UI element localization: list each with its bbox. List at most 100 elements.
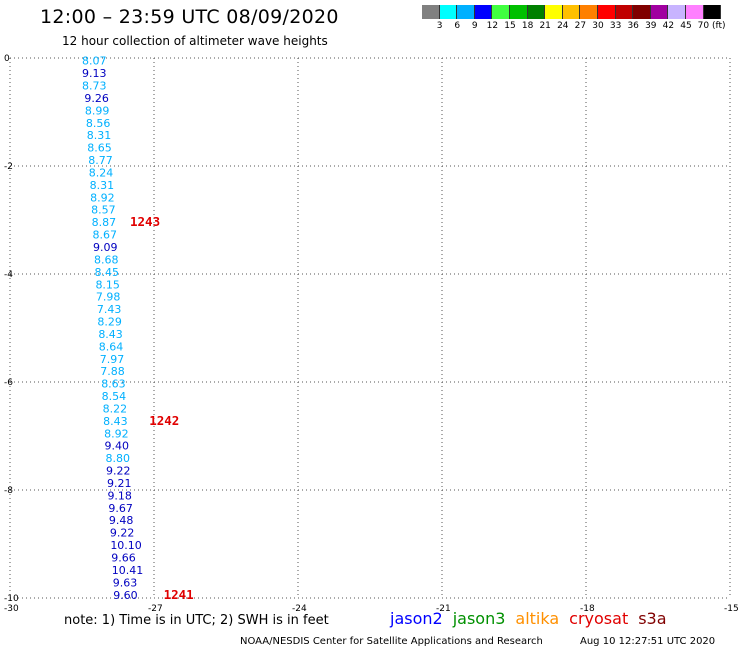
data-point: 8.07 bbox=[82, 55, 107, 68]
legend-swatch bbox=[703, 5, 722, 19]
legend-label: 12 bbox=[486, 21, 499, 31]
legend-label: 3 bbox=[436, 21, 443, 31]
legend-swatch bbox=[457, 5, 475, 19]
satellite-jason3: jason3 bbox=[452, 609, 506, 628]
legend-label: 27 bbox=[574, 21, 587, 31]
y-tick-label: -8 bbox=[4, 486, 13, 496]
data-point: 10.41 bbox=[112, 564, 144, 577]
data-point: 8.54 bbox=[102, 390, 127, 403]
satellite-cryosat: cryosat bbox=[569, 609, 629, 628]
legend-swatch bbox=[685, 5, 704, 19]
legend-swatch bbox=[597, 5, 616, 19]
data-point: 7.43 bbox=[97, 303, 122, 316]
x-tick-label: -21 bbox=[436, 604, 451, 614]
legend-swatch bbox=[668, 5, 686, 19]
y-tick-label: -4 bbox=[4, 270, 13, 280]
legend-label: 9 bbox=[471, 21, 478, 31]
data-point: 9.09 bbox=[93, 241, 118, 254]
data-point: 9.22 bbox=[110, 527, 135, 540]
data-point: 8.56 bbox=[86, 117, 111, 130]
data-point: 8.73 bbox=[82, 80, 107, 93]
data-point: 9.48 bbox=[109, 514, 134, 527]
y-tick-label: -10 bbox=[4, 594, 19, 604]
data-point: 8.67 bbox=[93, 229, 118, 242]
satellite-legend: jason2 jason3 altika cryosat s3a bbox=[390, 609, 677, 628]
x-tick-label: -30 bbox=[4, 604, 19, 614]
data-point: 9.18 bbox=[107, 489, 132, 502]
credit-text: NOAA/NESDIS Center for Satellite Applica… bbox=[240, 636, 543, 647]
data-point: 9.22 bbox=[106, 465, 131, 478]
legend-swatch bbox=[509, 5, 528, 19]
satellite-s3a: s3a bbox=[638, 609, 667, 628]
data-point: 8.92 bbox=[90, 191, 115, 204]
data-point: 8.24 bbox=[89, 166, 114, 179]
data-point: 7.88 bbox=[100, 365, 125, 378]
legend-swatch bbox=[439, 5, 458, 19]
x-tick-label: -18 bbox=[580, 604, 595, 614]
y-tick-label: -6 bbox=[4, 378, 13, 388]
y-tick-label: -2 bbox=[4, 162, 13, 172]
legend-swatch bbox=[580, 5, 598, 19]
data-point: 8.31 bbox=[87, 129, 112, 142]
data-point: 8.31 bbox=[90, 179, 115, 192]
data-point: 9.13 bbox=[82, 67, 107, 80]
legend-label: 42 bbox=[662, 21, 675, 31]
data-point: 9.67 bbox=[108, 502, 132, 515]
data-point: 8.29 bbox=[97, 316, 122, 329]
satellite-altika: altika bbox=[515, 609, 560, 628]
data-point: 9.66 bbox=[111, 552, 136, 565]
generation-timestamp: Aug 10 12:27:51 UTC 2020 bbox=[580, 636, 716, 647]
data-point: 9.21 bbox=[107, 477, 131, 490]
data-point: 8.92 bbox=[104, 427, 129, 440]
legend-label: 24 bbox=[557, 21, 569, 31]
data-point: 9.60 bbox=[113, 589, 138, 602]
legend-swatch bbox=[650, 5, 669, 19]
satellite-jason2: jason2 bbox=[390, 609, 443, 628]
legend-swatch bbox=[422, 5, 440, 19]
data-point: 8.64 bbox=[99, 340, 124, 353]
legend-swatch bbox=[527, 5, 546, 19]
pass-annotation: 1243 bbox=[130, 214, 160, 229]
legend-label: 33 bbox=[609, 21, 622, 31]
pass-annotation: 1242 bbox=[149, 413, 179, 428]
data-point: 8.43 bbox=[98, 328, 123, 341]
legend-swatch bbox=[615, 5, 634, 19]
data-point: 8.43 bbox=[103, 415, 128, 428]
data-point: 7.97 bbox=[100, 353, 125, 366]
legend-label: 45 bbox=[680, 21, 692, 31]
data-point: 8.87 bbox=[92, 216, 117, 229]
legend-swatch bbox=[562, 5, 581, 19]
data-point: 8.15 bbox=[95, 278, 120, 291]
legend-label: 18 bbox=[521, 21, 534, 31]
data-point: 8.68 bbox=[94, 253, 119, 266]
legend-swatch bbox=[474, 5, 493, 19]
chart-title: 12:00 – 23:59 UTC 08/09/2020 bbox=[40, 6, 339, 28]
data-point: 8.99 bbox=[85, 104, 110, 117]
data-point: 8.57 bbox=[91, 204, 116, 217]
legend-label: 30 bbox=[592, 21, 604, 31]
data-point: 8.65 bbox=[87, 142, 112, 155]
data-point: 8.80 bbox=[106, 452, 130, 465]
y-tick-label: 0 bbox=[4, 54, 10, 64]
legend-label: 39 bbox=[645, 21, 657, 31]
legend-swatch bbox=[545, 5, 563, 19]
data-point: 8.22 bbox=[103, 402, 128, 415]
legend-label: 21 bbox=[539, 21, 551, 31]
legend-label: 70 (ft) bbox=[697, 21, 726, 31]
data-point: 7.98 bbox=[96, 291, 121, 304]
data-point: 10.10 bbox=[110, 539, 142, 552]
x-tick-label: -15 bbox=[724, 604, 739, 614]
chart-subtitle: 12 hour collection of altimeter wave hei… bbox=[62, 34, 328, 48]
data-point: 8.63 bbox=[101, 378, 126, 391]
data-point: 8.45 bbox=[94, 266, 119, 279]
pass-annotation: 1241 bbox=[164, 587, 194, 602]
data-point: 9.40 bbox=[105, 440, 130, 453]
legend-swatch bbox=[492, 5, 510, 19]
x-tick-label: -24 bbox=[292, 604, 307, 614]
legend-label: 36 bbox=[627, 21, 639, 31]
color-scale-legend bbox=[422, 5, 722, 19]
data-point: 9.26 bbox=[84, 92, 109, 105]
x-tick-label: -27 bbox=[148, 604, 163, 614]
color-scale-labels: 3 6 9 12 15 18 21 24 27 30 33 36 39 42 45 70 (ft) bbox=[422, 21, 740, 33]
